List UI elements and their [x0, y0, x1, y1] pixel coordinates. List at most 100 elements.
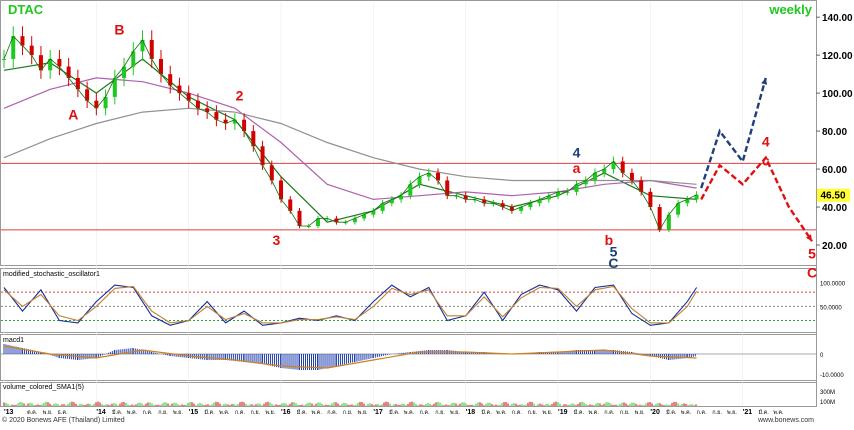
price-body-60 [556, 191, 561, 196]
wave-label-1: B [114, 21, 124, 37]
close-line [3, 35, 697, 231]
stoch-panel: 50.0000 100.0000 [1, 282, 846, 326]
x-tick-label-28: '18 [466, 409, 476, 416]
price-body-68 [629, 172, 634, 181]
price-body-41 [380, 203, 385, 211]
footer-copyright: © 2020 Bonews AFE (Thailand) Limited [2, 416, 125, 424]
x-tick-label-36: พ.ค. [589, 410, 600, 416]
x-tick-label-27: พ.ย. [450, 410, 460, 416]
price-body-71 [657, 207, 662, 230]
price-body-8 [75, 77, 80, 90]
x-tick-label-7: ก.ค. [143, 410, 154, 416]
price-body-50 [463, 195, 468, 200]
x-tick-label-13: ก.ค. [235, 410, 246, 416]
x-tick-label-8: ก.ย. [158, 410, 168, 416]
price-body-66 [611, 161, 616, 170]
volume-panel: 300M 100M [3, 390, 835, 406]
price-body-23 [214, 112, 219, 120]
wave-label-0: A [68, 107, 78, 123]
price-body-44 [408, 184, 413, 196]
x-tick-label-4: '14 [96, 409, 106, 416]
moving-averages [3, 58, 697, 223]
price-body-54 [500, 203, 505, 208]
price-panel-frame [0, 0, 817, 266]
x-tick-label-46: '21 [743, 409, 753, 416]
macd-panel: 0 -10.0000 [1, 344, 844, 379]
wave-label-4: 4 [573, 145, 581, 161]
x-tick-label-2: พ.ย. [43, 410, 53, 416]
price-body-61 [565, 191, 570, 193]
price-body-58 [537, 199, 542, 204]
x-tick-label-39: พ.ย. [635, 410, 645, 416]
price-body-47 [436, 172, 441, 181]
x-tick-label-5: มี.ค. [112, 409, 123, 416]
x-tick-label-45: พ.ย. [727, 410, 737, 416]
ma_slow-line [3, 107, 697, 185]
volume-title: volume_colored_SMA1(5) [3, 384, 84, 391]
price-body-7 [66, 66, 71, 78]
price-body-0 [2, 58, 6, 60]
x-tick-label-30: พ.ค. [496, 410, 507, 416]
x-tick-label-37: ก.ค. [604, 410, 615, 416]
x-tick-label-44: ก.ย. [712, 410, 722, 416]
price-body-37 [343, 222, 348, 224]
bull_path-line [700, 77, 767, 189]
price-body-73 [676, 203, 681, 215]
price-body-46 [426, 172, 431, 177]
volume-tick-0: 300M [820, 390, 835, 396]
price-body-62 [574, 184, 579, 192]
y-tick-label-4: 100.00 [822, 89, 853, 100]
wave-label-7: 5 [610, 243, 618, 259]
wave-label-5: a [573, 160, 581, 176]
macd-tick-0: 0 [820, 353, 824, 359]
stoch-tick-0: 50.0000 [820, 305, 842, 311]
price-body-11 [103, 96, 108, 109]
price-body-14 [131, 51, 136, 67]
x-tick-label-34: '19 [558, 409, 568, 416]
price-body-33 [306, 226, 311, 228]
price-body-24 [223, 119, 228, 124]
bull_path-arrow [761, 77, 768, 85]
price-body-18 [168, 74, 173, 86]
price-body-59 [546, 195, 551, 200]
x-tick-label-1: ต.ค. [27, 410, 38, 416]
last-price-label: 46.50 [820, 191, 845, 202]
price-body-69 [639, 180, 644, 192]
price-body-64 [592, 172, 597, 181]
x-tick-label-33: พ.ย. [542, 410, 552, 416]
price-body-75 [694, 194, 699, 200]
price-body-40 [371, 210, 376, 215]
stoch-panel-frame [0, 268, 817, 333]
price-body-32 [297, 210, 302, 227]
price-body-70 [648, 191, 653, 208]
wave-label-12: C [807, 264, 817, 280]
x-tick-label-15: พ.ย. [265, 410, 275, 416]
price-body-4 [38, 55, 43, 71]
price-body-49 [454, 195, 459, 197]
price-body-6 [57, 58, 62, 67]
wave-label-9: 4 [762, 133, 770, 149]
x-tick-label-48: พ.ค. [773, 410, 784, 416]
x-tick-label-23: มี.ค. [389, 409, 400, 416]
x-tick-label-26: ก.ย. [435, 410, 445, 416]
x-tick-label-11: มี.ค. [204, 409, 215, 416]
wave-label-6: b [605, 232, 614, 248]
x-tick-label-31: ก.ค. [512, 410, 523, 416]
price-body-29 [269, 165, 274, 181]
wave-label-3: 3 [273, 232, 281, 248]
wave-label-11: 5 [808, 245, 816, 261]
timeframe-label: weekly [768, 2, 812, 17]
time-axis: '13 ต.ค. พ.ย. ธ.ค. '14 มี.ค. พ.ค. ก.ค. ก.ย. พ.ย. '… [0, 407, 854, 416]
x-tick-label-22: '17 [373, 409, 383, 416]
price-body-42 [389, 199, 394, 204]
x-tick-label-35: มี.ค. [573, 409, 584, 416]
price-body-26 [242, 119, 247, 132]
x-tick-label-6: พ.ค. [127, 410, 138, 416]
x-tick-label-43: ก.ค. [697, 410, 708, 416]
price-body-20 [186, 93, 191, 101]
macd-title: macd1 [3, 337, 24, 344]
price-body-27 [251, 131, 256, 147]
